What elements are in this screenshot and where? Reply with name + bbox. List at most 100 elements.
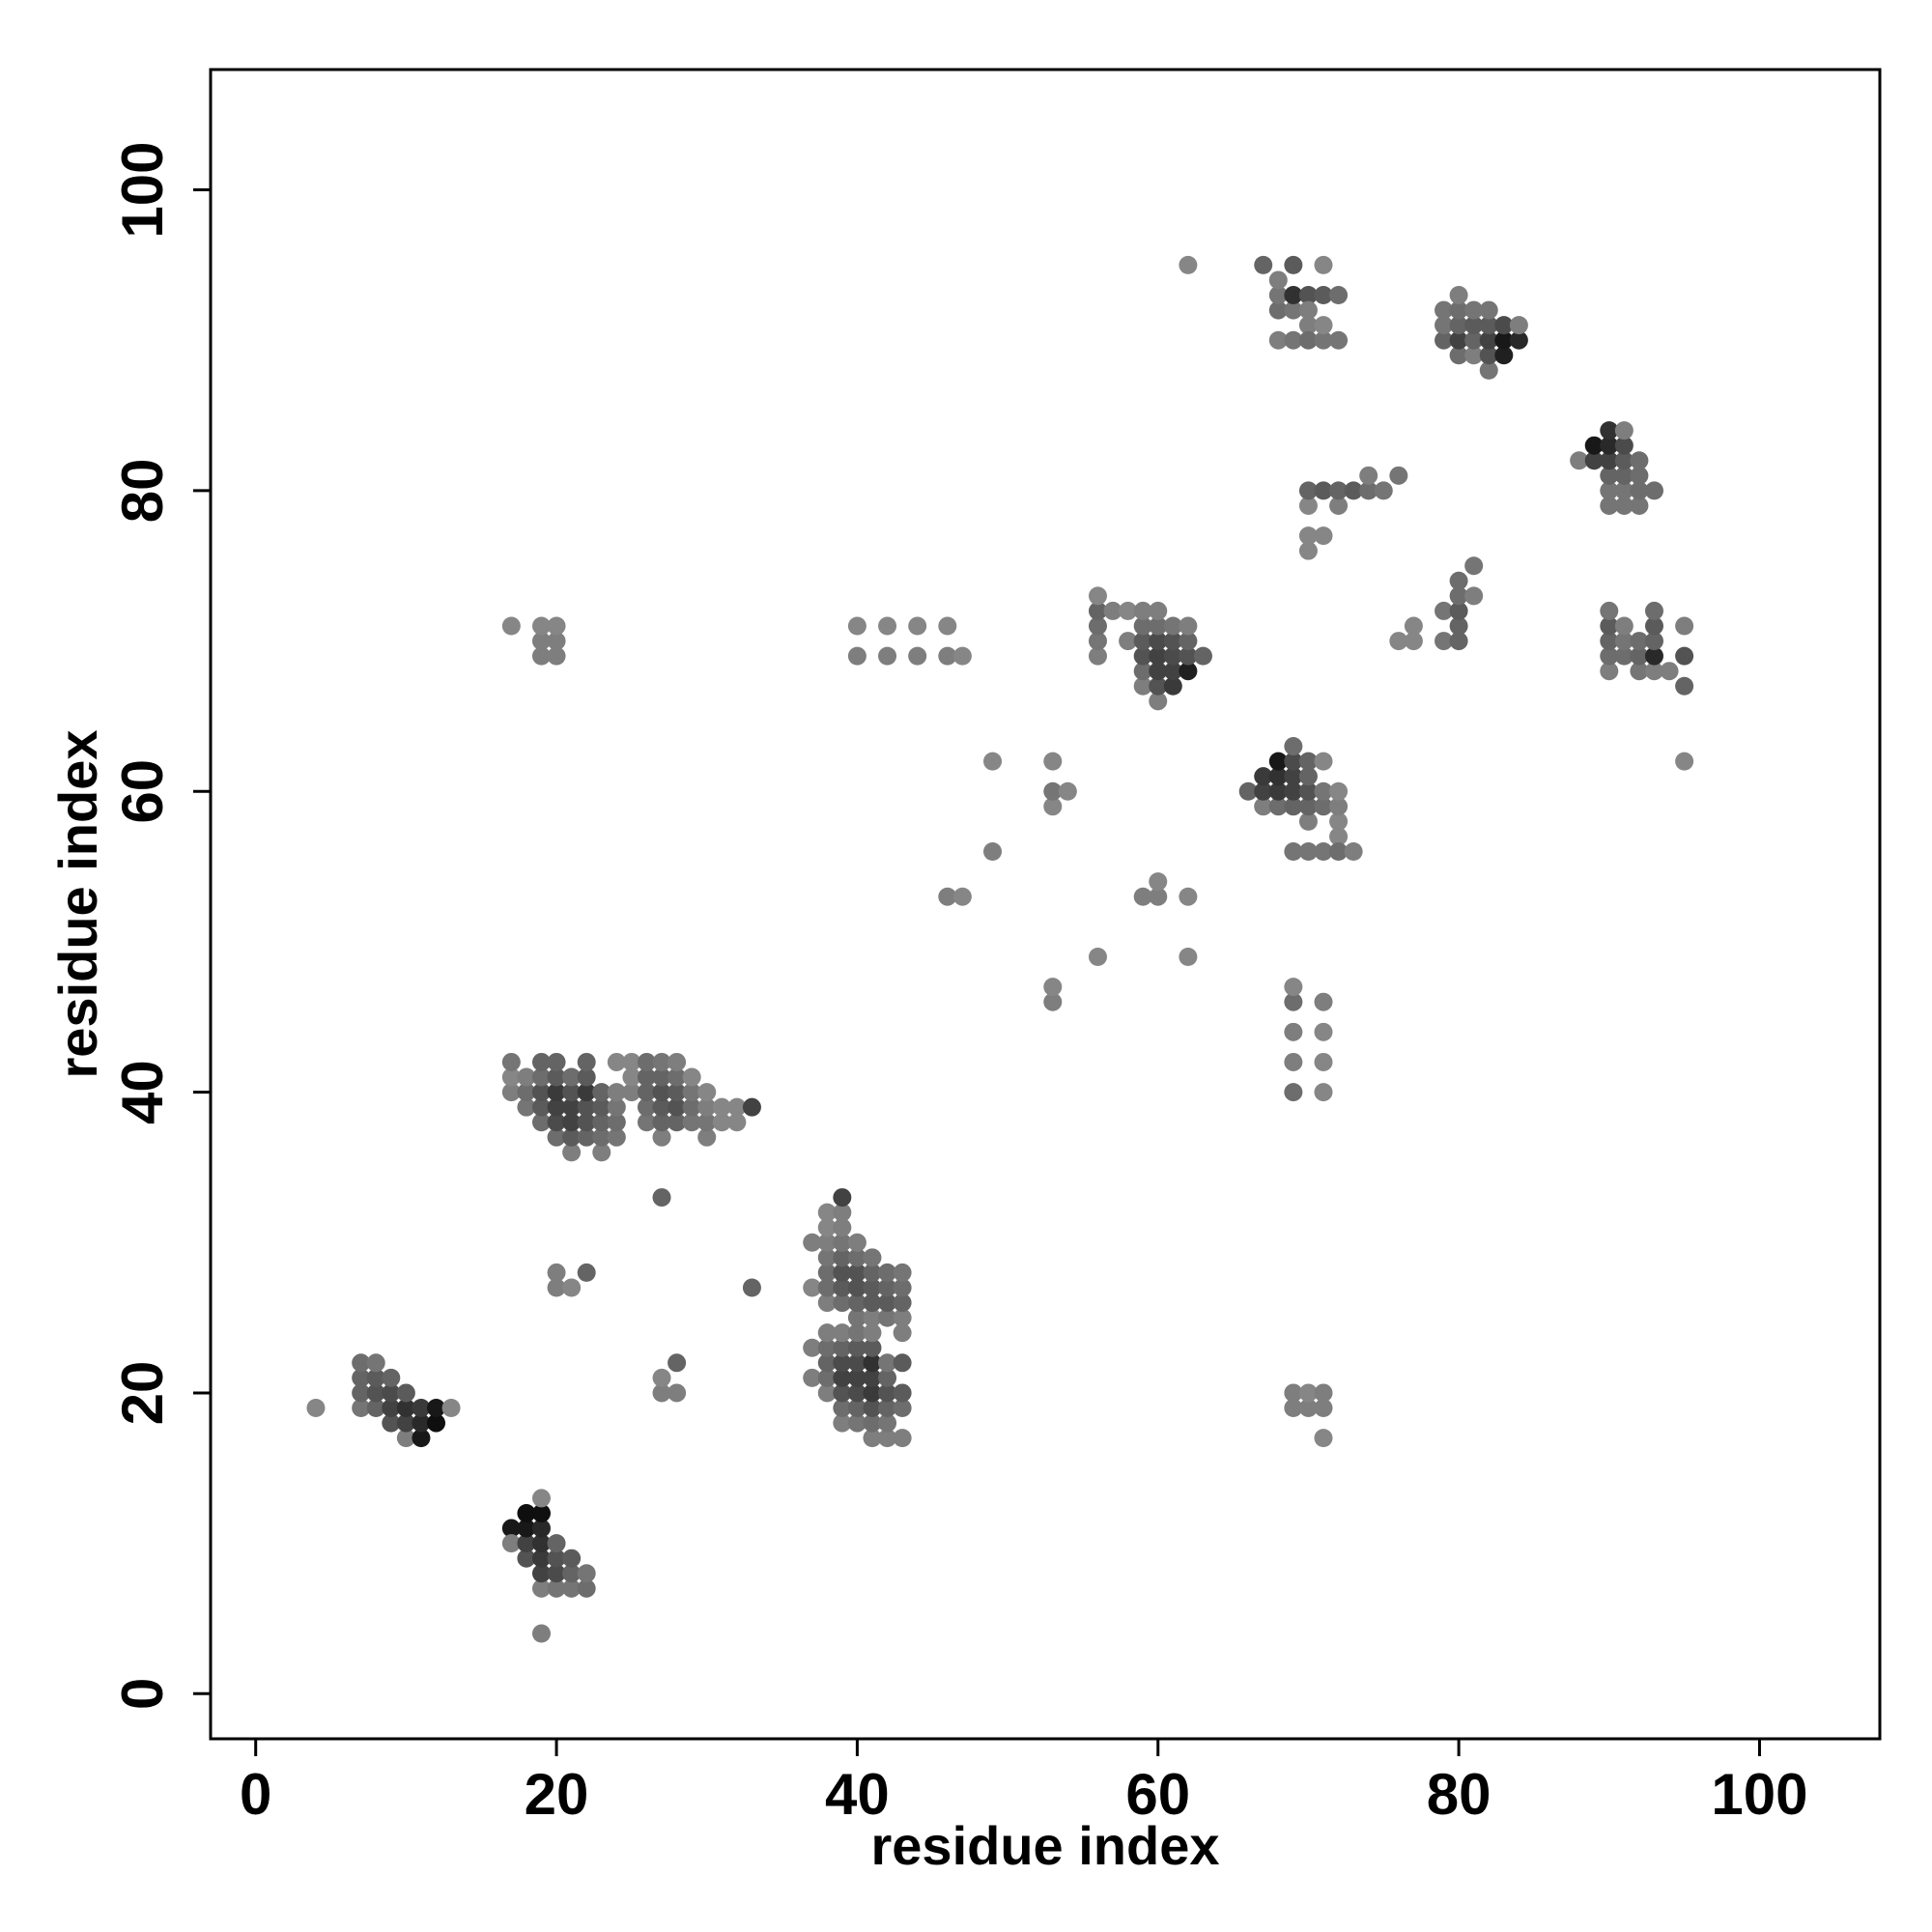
scatter-point bbox=[1298, 811, 1318, 831]
scatter-point bbox=[1644, 601, 1663, 620]
scatter-point bbox=[1675, 752, 1694, 771]
scatter-point bbox=[1149, 632, 1168, 651]
scatter-point bbox=[1584, 436, 1604, 455]
scatter-point bbox=[382, 1413, 401, 1433]
scatter-point bbox=[1298, 1383, 1318, 1403]
scatter-point bbox=[382, 1399, 401, 1418]
scatter-point bbox=[1449, 616, 1468, 636]
scatter-point bbox=[833, 1293, 852, 1313]
scatter-point bbox=[1149, 872, 1168, 892]
scatter-point bbox=[1614, 421, 1634, 440]
scatter-point bbox=[817, 1293, 837, 1313]
scatter-point bbox=[668, 1067, 687, 1087]
scatter-point bbox=[1389, 466, 1408, 485]
scatter-point bbox=[833, 1188, 852, 1208]
scatter-point bbox=[1298, 526, 1318, 546]
x-tick-label: 80 bbox=[1427, 1762, 1492, 1827]
scatter-point bbox=[1149, 646, 1168, 666]
scatter-point bbox=[577, 1067, 596, 1087]
scatter-point bbox=[1449, 346, 1468, 365]
scatter-point bbox=[1163, 662, 1182, 681]
scatter-point bbox=[501, 1083, 521, 1102]
scatter-point bbox=[847, 1368, 867, 1387]
scatter-point bbox=[652, 1052, 671, 1071]
scatter-point bbox=[1133, 616, 1152, 636]
scatter-point bbox=[1600, 421, 1619, 440]
scatter-point bbox=[501, 616, 521, 636]
scatter-point bbox=[893, 1293, 912, 1313]
scatter-point bbox=[1103, 601, 1122, 620]
scatter-point bbox=[1630, 451, 1649, 470]
scatter-point bbox=[1149, 601, 1168, 620]
scatter-point bbox=[547, 1127, 566, 1147]
scatter-point bbox=[562, 1113, 582, 1132]
scatter-point bbox=[517, 1534, 536, 1553]
scatter-point bbox=[1268, 300, 1288, 320]
scatter-point bbox=[562, 1127, 582, 1147]
scatter-point bbox=[833, 1218, 852, 1237]
scatter-point bbox=[547, 616, 566, 636]
scatter-point bbox=[1314, 481, 1333, 500]
x-tick-label: 0 bbox=[240, 1762, 271, 1827]
scatter-point bbox=[652, 1188, 671, 1208]
scatter-point bbox=[1268, 752, 1288, 771]
scatter-point bbox=[531, 632, 551, 651]
scatter-point bbox=[1133, 646, 1152, 666]
scatter-point bbox=[863, 1353, 882, 1373]
scatter-point bbox=[1284, 1052, 1303, 1071]
scatter-point bbox=[878, 646, 897, 666]
scatter-point bbox=[622, 1067, 641, 1087]
scatter-point bbox=[893, 1308, 912, 1327]
scatter-point bbox=[803, 1233, 822, 1252]
scatter-point bbox=[352, 1368, 371, 1387]
scatter-point bbox=[637, 1067, 656, 1087]
scatter-point bbox=[1284, 842, 1303, 862]
scatter-point bbox=[577, 1127, 596, 1147]
scatter-point bbox=[863, 1429, 882, 1448]
scatter-point bbox=[1449, 300, 1468, 320]
scatter-point bbox=[412, 1429, 431, 1448]
scatter-point bbox=[1314, 316, 1333, 335]
scatter-point bbox=[878, 616, 897, 636]
scatter-point bbox=[1435, 316, 1454, 335]
scatter-point bbox=[577, 1052, 596, 1071]
scatter-point bbox=[1660, 662, 1679, 681]
scatter-point bbox=[833, 1383, 852, 1403]
scatter-point bbox=[1329, 481, 1349, 500]
scatter-point bbox=[1630, 481, 1649, 500]
scatter-point bbox=[501, 1519, 521, 1538]
scatter-point bbox=[1254, 255, 1273, 274]
x-tick-label: 20 bbox=[525, 1762, 589, 1827]
scatter-point bbox=[833, 1413, 852, 1433]
scatter-point bbox=[847, 1399, 867, 1418]
scatter-point bbox=[396, 1413, 415, 1433]
scatter-point bbox=[1058, 781, 1077, 801]
scatter-point bbox=[1238, 781, 1258, 801]
scatter-point bbox=[833, 1263, 852, 1282]
scatter-point bbox=[562, 1564, 582, 1583]
scatter-point bbox=[893, 1323, 912, 1343]
scatter-point bbox=[547, 632, 566, 651]
scatter-point bbox=[531, 1113, 551, 1132]
scatter-point bbox=[668, 1353, 687, 1373]
scatter-point bbox=[847, 646, 867, 666]
scatter-point bbox=[847, 1413, 867, 1433]
scatter-point bbox=[1133, 887, 1152, 906]
scatter-point bbox=[668, 1052, 687, 1071]
scatter-point bbox=[833, 1248, 852, 1267]
scatter-point bbox=[366, 1399, 385, 1418]
scatter-point bbox=[983, 842, 1003, 862]
scatter-point bbox=[682, 1067, 701, 1087]
scatter-point bbox=[1600, 601, 1619, 620]
scatter-point bbox=[1630, 496, 1649, 515]
scatter-point bbox=[1268, 286, 1288, 305]
scatter-point bbox=[1435, 300, 1454, 320]
scatter-point bbox=[531, 646, 551, 666]
scatter-point bbox=[1464, 316, 1484, 335]
x-tick-label: 40 bbox=[825, 1762, 890, 1827]
scatter-point bbox=[1509, 330, 1528, 350]
scatter-point bbox=[517, 1519, 536, 1538]
scatter-point bbox=[1435, 601, 1454, 620]
scatter-point bbox=[622, 1083, 641, 1102]
scatter-point bbox=[1149, 676, 1168, 696]
